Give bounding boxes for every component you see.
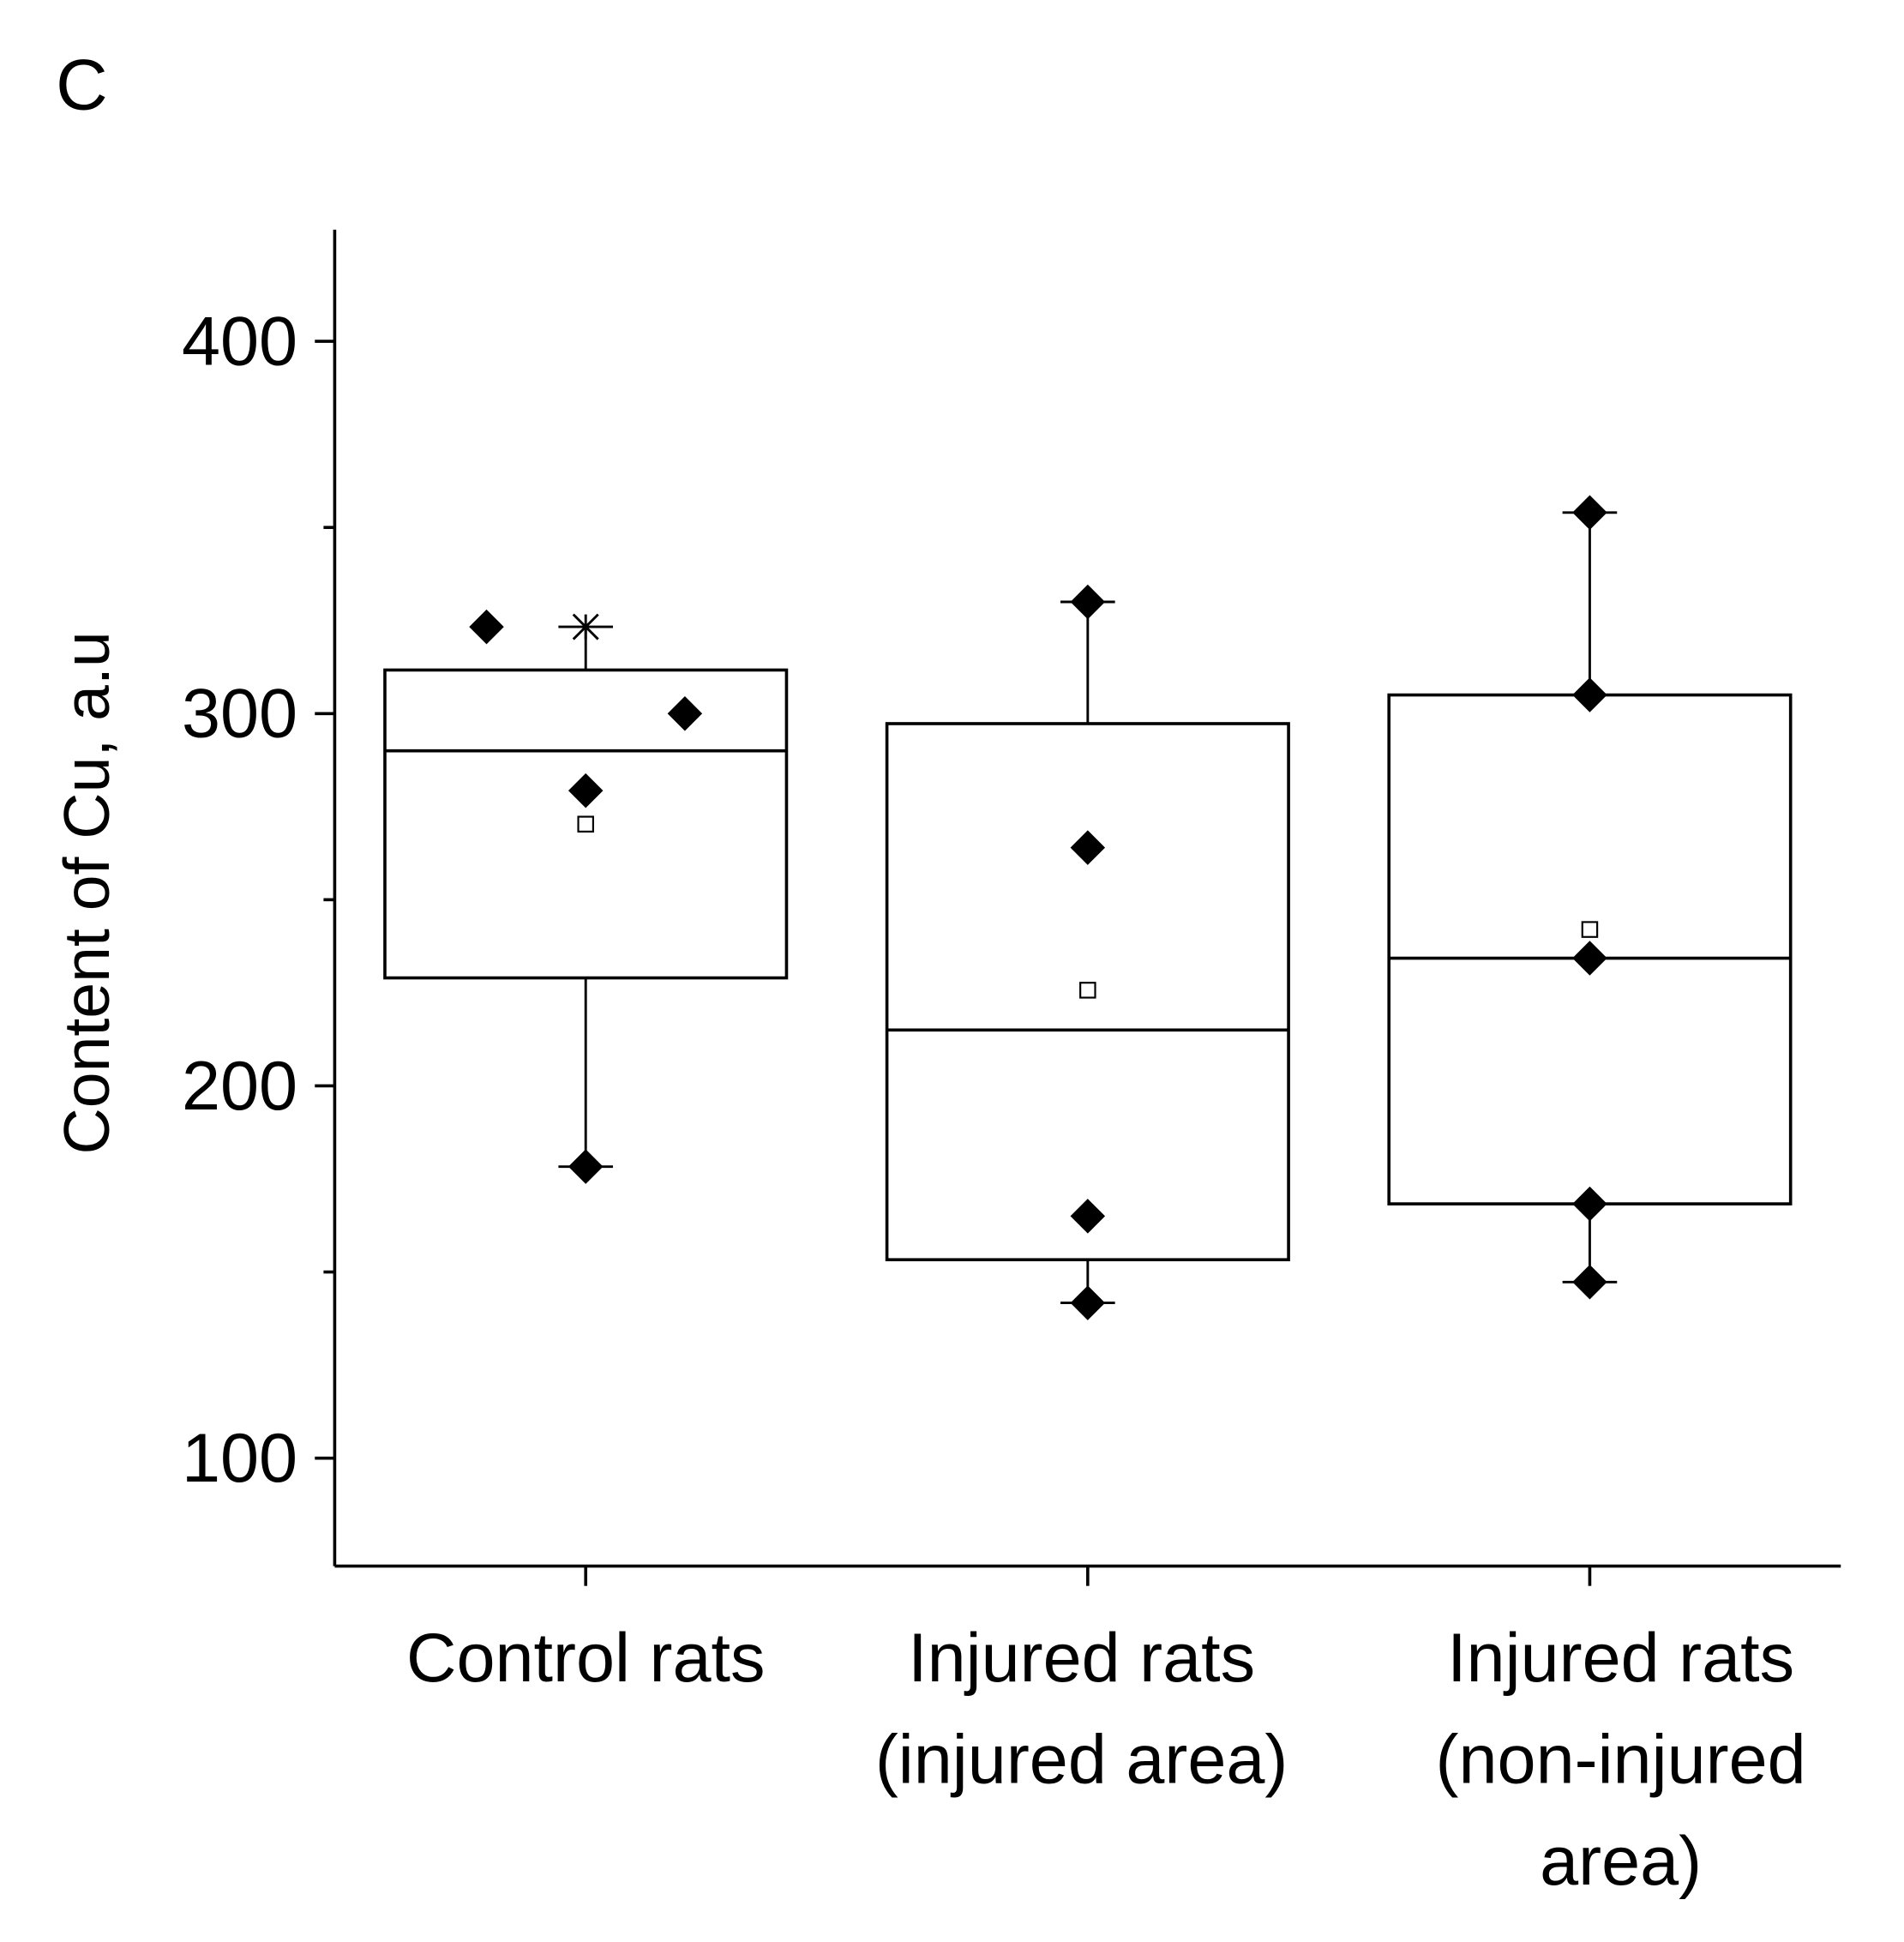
y-axis-label: Content of Cu, a.u	[51, 631, 123, 1154]
star-marker	[572, 613, 599, 640]
data-point	[1572, 941, 1607, 976]
panel-label: C	[56, 45, 108, 125]
x-tick-label: (non-injured	[1436, 1722, 1806, 1799]
x-tick-label: Control rats	[406, 1620, 765, 1697]
mean	[1079, 982, 1096, 999]
mean	[1581, 921, 1599, 938]
data-point	[1070, 1285, 1106, 1320]
data-point	[568, 1149, 604, 1184]
data-point	[1572, 1186, 1607, 1222]
data-point	[1572, 677, 1607, 712]
box	[383, 668, 789, 980]
y-tick-label: 100	[182, 1420, 297, 1497]
data-point	[1572, 495, 1607, 531]
data-point	[1070, 584, 1106, 620]
data-point	[1070, 830, 1106, 865]
x-tick-label: Injured rats	[908, 1620, 1255, 1697]
mean	[577, 815, 594, 833]
x-tick-label: area)	[1540, 1823, 1702, 1900]
x-tick-label: (injured area)	[875, 1722, 1288, 1799]
data-point	[1070, 1199, 1106, 1234]
y-tick-label: 200	[182, 1048, 297, 1125]
data-point	[469, 609, 504, 645]
box	[885, 722, 1290, 1262]
data-point	[568, 773, 604, 809]
data-point	[667, 696, 703, 731]
y-tick-label: 400	[182, 304, 297, 381]
y-tick-label: 300	[182, 676, 297, 753]
data-point	[1572, 1265, 1607, 1300]
x-tick-label: Injured rats	[1447, 1620, 1794, 1697]
